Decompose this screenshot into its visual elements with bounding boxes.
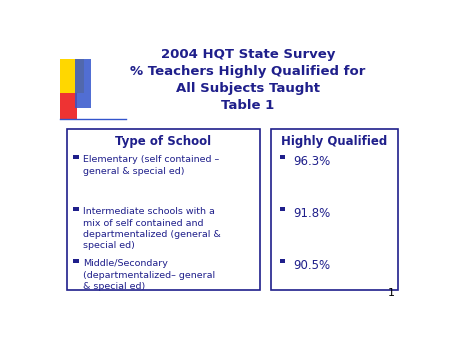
Text: Type of School: Type of School	[116, 135, 212, 148]
Bar	[280, 259, 285, 263]
Text: 1: 1	[387, 288, 395, 298]
Bar	[280, 154, 285, 159]
Bar	[60, 59, 84, 93]
Text: Middle/Secondary
(departmentalized– general
& special ed): Middle/Secondary (departmentalized– gene…	[83, 259, 216, 291]
Text: 96.3%: 96.3%	[293, 155, 331, 168]
Bar	[280, 207, 285, 211]
Bar	[76, 59, 91, 108]
Text: Elementary (self contained –
general & special ed): Elementary (self contained – general & s…	[83, 155, 220, 175]
Text: 91.8%: 91.8%	[293, 207, 331, 220]
Bar	[73, 207, 79, 211]
Text: Highly Qualified: Highly Qualified	[281, 135, 387, 148]
FancyBboxPatch shape	[67, 129, 260, 290]
Bar	[73, 259, 79, 263]
Text: 90.5%: 90.5%	[293, 259, 330, 272]
Text: Intermediate schools with a
mix of self contained and
departmentalized (general : Intermediate schools with a mix of self …	[83, 207, 221, 250]
Bar	[60, 88, 77, 119]
Text: 2004 HQT State Survey
% Teachers Highly Qualified for
All Subjects Taught
Table : 2004 HQT State Survey % Teachers Highly …	[130, 48, 366, 112]
Bar	[73, 154, 79, 159]
FancyBboxPatch shape	[271, 129, 398, 290]
